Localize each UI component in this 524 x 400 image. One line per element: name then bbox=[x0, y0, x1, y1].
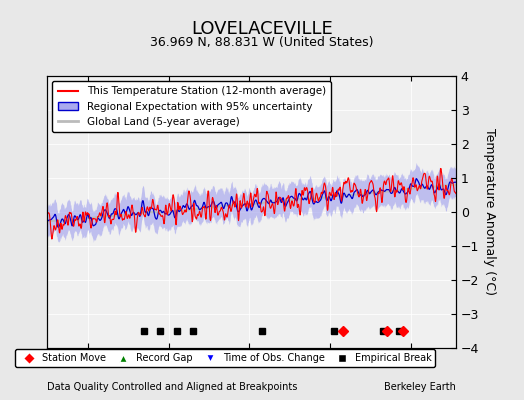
Legend: Station Move, Record Gap, Time of Obs. Change, Empirical Break: Station Move, Record Gap, Time of Obs. C… bbox=[15, 349, 435, 367]
Legend: This Temperature Station (12-month average), Regional Expectation with 95% uncer: This Temperature Station (12-month avera… bbox=[52, 81, 331, 132]
Text: LOVELACEVILLE: LOVELACEVILLE bbox=[191, 20, 333, 38]
Y-axis label: Temperature Anomaly (°C): Temperature Anomaly (°C) bbox=[483, 128, 496, 296]
Text: Data Quality Controlled and Aligned at Breakpoints: Data Quality Controlled and Aligned at B… bbox=[47, 382, 298, 392]
Text: Berkeley Earth: Berkeley Earth bbox=[384, 382, 456, 392]
Text: 36.969 N, 88.831 W (United States): 36.969 N, 88.831 W (United States) bbox=[150, 36, 374, 49]
